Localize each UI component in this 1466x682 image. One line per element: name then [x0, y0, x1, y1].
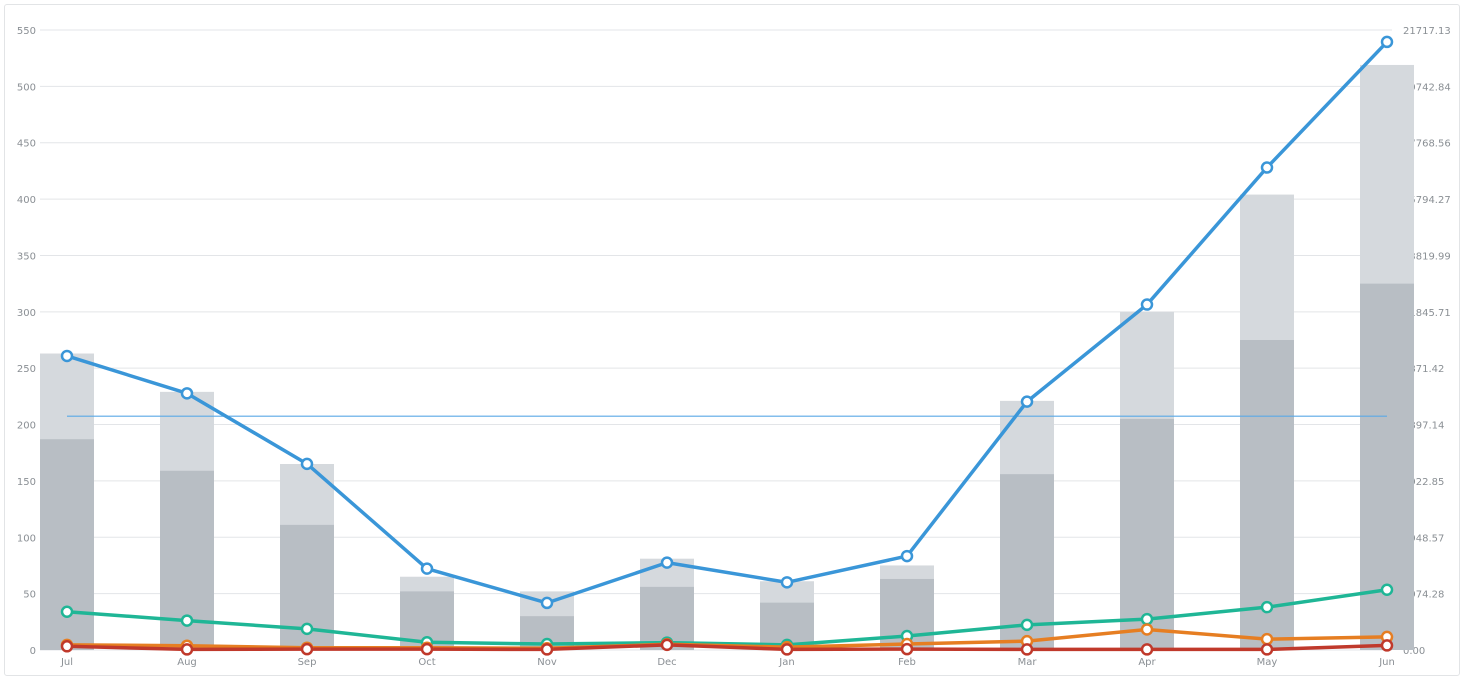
series-point[interactable] — [900, 642, 914, 656]
right-tick-label: 7897.14 — [1403, 421, 1444, 432]
series-points — [60, 35, 1394, 656]
series-line — [65, 643, 1389, 652]
right-tick-label: 5922.85 — [1403, 477, 1444, 488]
series-point[interactable] — [780, 576, 794, 589]
series-point[interactable] — [1260, 161, 1274, 174]
series-point[interactable] — [1020, 395, 1034, 408]
right-axis-ticks: 0.00 1974.28 3948.57 5922.85 7897.14 9871.42 1… — [1403, 26, 1451, 657]
left-tick-label: 500 — [17, 82, 36, 93]
series-line — [65, 588, 1389, 647]
series-point[interactable] — [660, 556, 674, 569]
series-lines — [65, 40, 1389, 652]
right-tick-label: 3948.57 — [1403, 533, 1444, 544]
left-tick-label: 350 — [17, 251, 36, 262]
series-point[interactable] — [1020, 618, 1034, 632]
x-tick-label: Aug — [177, 657, 197, 668]
series-point[interactable] — [540, 596, 554, 610]
chart-frame — [4, 4, 1460, 676]
right-tick-label: 1974.28 — [1403, 590, 1444, 601]
bar — [1240, 340, 1294, 650]
x-tick-label: Jun — [1378, 657, 1395, 668]
right-tick-label: 15794.27 — [1403, 195, 1451, 206]
left-tick-label: 100 — [17, 533, 36, 544]
series-point[interactable] — [60, 605, 74, 618]
x-tick-label: Dec — [657, 657, 676, 668]
right-tick-label: 0.00 — [1403, 646, 1425, 657]
left-tick-label: 450 — [17, 139, 36, 150]
series-point[interactable] — [1140, 612, 1154, 626]
series-point[interactable] — [1020, 643, 1034, 656]
left-tick-label: 200 — [17, 421, 36, 432]
bars — [40, 64, 1414, 651]
bar — [40, 439, 94, 650]
series-point[interactable] — [420, 562, 434, 575]
x-tick-label: Feb — [898, 657, 916, 668]
left-tick-label: 0 — [30, 646, 36, 657]
x-tick-label: Nov — [537, 657, 557, 668]
series-point[interactable] — [780, 643, 794, 656]
bar — [1120, 418, 1174, 650]
series-point[interactable] — [1380, 583, 1394, 597]
left-axis-ticks: 0 50 100 150 200 250 300 350 400 450 500 550 — [17, 26, 36, 657]
series-point[interactable] — [300, 642, 314, 656]
x-tick-label: Jul — [60, 657, 73, 668]
series-point[interactable] — [180, 387, 194, 400]
right-tick-label: 11845.71 — [1403, 308, 1451, 319]
series-point[interactable] — [60, 349, 74, 363]
series-point[interactable] — [900, 549, 914, 563]
x-tick-label: Sep — [298, 657, 317, 668]
right-tick-label: 13819.99 — [1403, 251, 1451, 262]
series-point[interactable] — [1140, 643, 1154, 656]
series-point[interactable] — [180, 643, 194, 656]
series-point[interactable] — [60, 640, 74, 653]
x-tick-label: Jan — [778, 657, 794, 668]
series-point[interactable] — [1260, 643, 1274, 656]
right-tick-label: 17768.56 — [1403, 139, 1451, 150]
x-axis-ticks: Jul Aug Sep Oct Nov Dec Jan Feb Mar Apr May Jun — [60, 657, 1395, 668]
series-line — [65, 40, 1389, 605]
left-tick-label: 250 — [17, 364, 36, 375]
left-tick-label: 50 — [23, 590, 36, 601]
left-tick-label: 550 — [17, 26, 36, 37]
series-point[interactable] — [1140, 298, 1154, 311]
series-point[interactable] — [540, 643, 554, 656]
right-tick-label: 21717.13 — [1403, 26, 1451, 37]
right-tick-label: 19742.84 — [1403, 82, 1451, 93]
gridlines — [40, 29, 1392, 651]
left-tick-label: 300 — [17, 308, 36, 319]
x-tick-label: Mar — [1018, 657, 1038, 668]
right-tick-label: 9871.42 — [1403, 364, 1444, 375]
series-point[interactable] — [1140, 623, 1154, 636]
x-tick-label: Oct — [418, 657, 435, 668]
x-tick-label: Apr — [1138, 657, 1156, 668]
series-point[interactable] — [300, 457, 314, 471]
series-point[interactable] — [1260, 600, 1274, 614]
series-point[interactable] — [1380, 35, 1394, 49]
series-point[interactable] — [1380, 639, 1394, 652]
series-point[interactable] — [660, 638, 674, 652]
series-point[interactable] — [420, 642, 434, 656]
series-point[interactable] — [1260, 632, 1274, 646]
series-point[interactable] — [300, 622, 314, 636]
left-tick-label: 150 — [17, 477, 36, 488]
x-tick-label: May — [1257, 657, 1278, 668]
left-tick-label: 400 — [17, 195, 36, 206]
series-point[interactable] — [180, 614, 194, 627]
